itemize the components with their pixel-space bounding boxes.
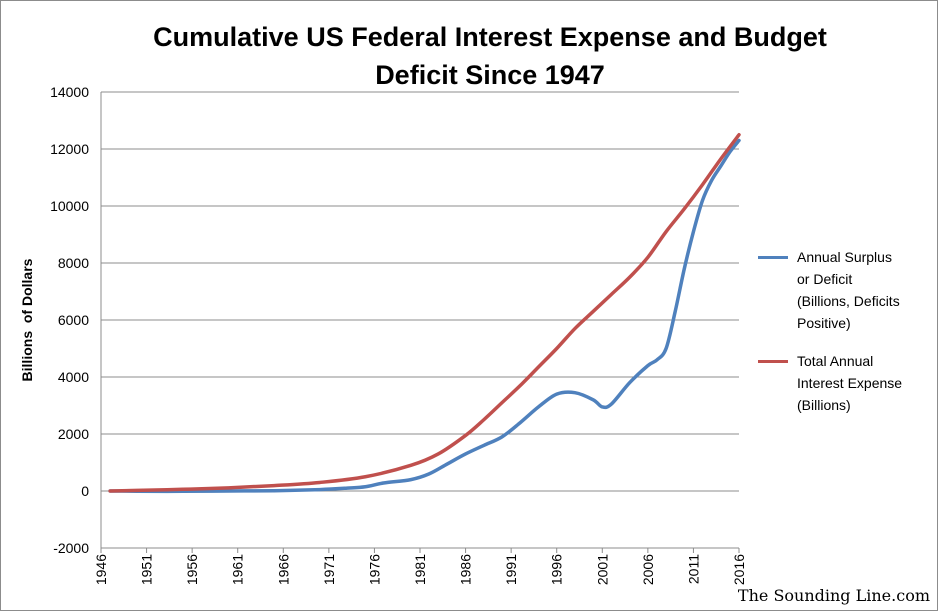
x-tick-label: 2016 xyxy=(731,554,747,585)
x-tick-label: 2006 xyxy=(640,554,656,585)
x-tick-label: 1981 xyxy=(412,554,428,585)
legend-deficit-line: or Deficit xyxy=(797,271,853,287)
y-tick-label: 14000 xyxy=(50,84,89,100)
y-tick-label: 8000 xyxy=(58,255,89,271)
x-tick-label: 1946 xyxy=(93,554,109,585)
legend-text-deficit: Annual Surplus or Deficit (Billions, Def… xyxy=(797,246,932,334)
chart-title: Cumulative US Federal Interest Expense a… xyxy=(110,18,870,94)
x-tick-label: 1961 xyxy=(230,554,246,585)
series-line-deficit xyxy=(108,138,741,494)
x-tick-label: 1991 xyxy=(503,554,519,585)
y-tick-label: 2000 xyxy=(58,426,89,442)
x-tick-label: 1956 xyxy=(184,554,200,585)
legend-deficit-line: (Billions, Deficits xyxy=(797,293,900,309)
x-tick-label: 1976 xyxy=(366,554,382,585)
legend-interest-line: Interest Expense xyxy=(797,375,903,391)
x-tick-label: 1971 xyxy=(321,554,337,585)
chart-title-line-1: Cumulative US Federal Interest Expense a… xyxy=(153,22,827,52)
y-tick-label: 10000 xyxy=(50,198,89,214)
legend-swatch-interest xyxy=(758,360,788,363)
y-tick-label: 6000 xyxy=(58,312,89,328)
y-tick-label: 12000 xyxy=(50,141,89,157)
x-tick-label: 2001 xyxy=(594,554,610,585)
chart-title-line-2: Deficit Since 1947 xyxy=(375,60,605,90)
y-tick-label: -2000 xyxy=(53,540,89,556)
x-tick-label: 1951 xyxy=(139,554,155,585)
watermark: The Sounding Line.com xyxy=(737,586,930,605)
legend-interest-line: (Billions) xyxy=(797,397,851,413)
legend-deficit-line: Annual Surplus xyxy=(797,249,892,265)
x-tick-label: 2011 xyxy=(685,554,701,584)
legend-deficit-line: Positive) xyxy=(797,315,851,331)
series-line-interest xyxy=(108,133,741,493)
y-tick-label: 4000 xyxy=(58,369,89,385)
legend-text-interest: Total Annual Interest Expense (Billions) xyxy=(797,350,932,416)
x-tick-label: 1986 xyxy=(458,554,474,585)
x-tick-label: 1996 xyxy=(549,554,565,585)
legend-interest-line: Total Annual xyxy=(797,353,874,369)
legend-swatch-deficit xyxy=(758,256,788,259)
x-tick-label: 1966 xyxy=(275,554,291,585)
y-tick-label: 0 xyxy=(81,483,89,499)
